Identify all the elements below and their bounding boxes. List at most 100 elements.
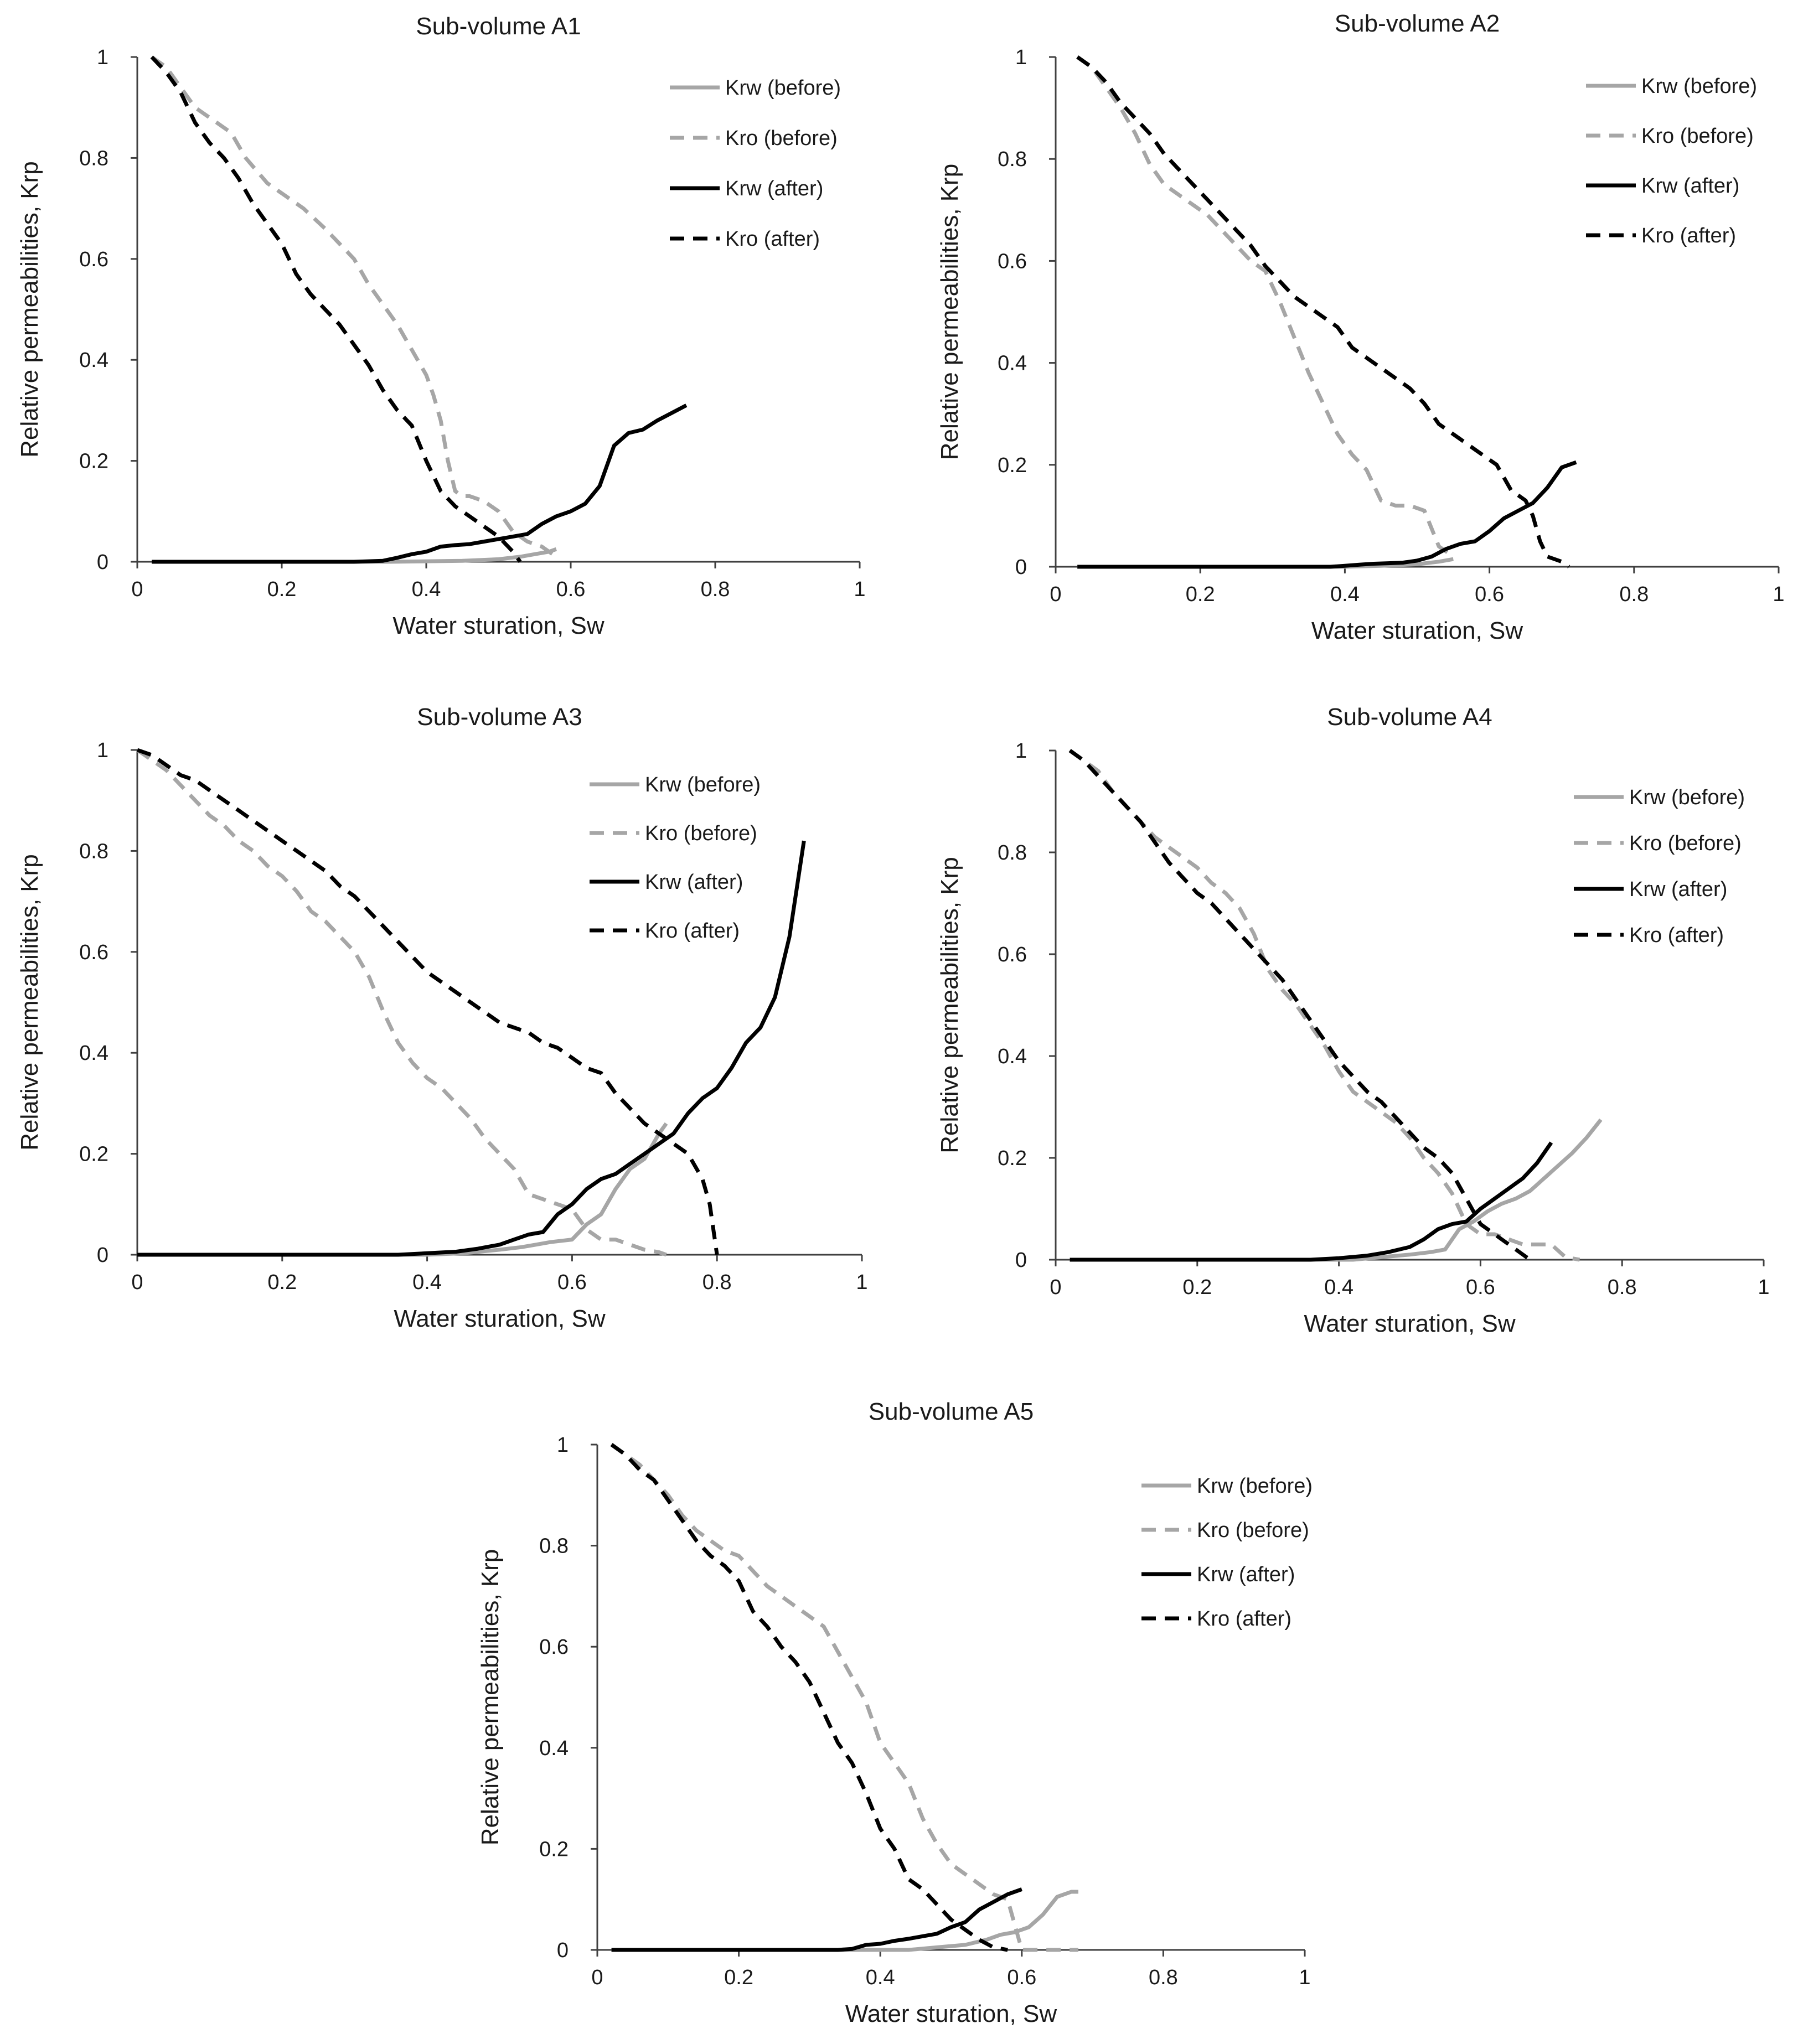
y-tick-label: 0.2	[998, 454, 1027, 477]
chart-title: Sub-volume A2	[1335, 10, 1500, 37]
x-tick-label: 0.8	[1608, 1276, 1637, 1299]
x-tick-label: 0.2	[1182, 1276, 1212, 1299]
x-tick-label: 0.8	[702, 1271, 732, 1294]
x-tick-label: 1	[1299, 1966, 1310, 1989]
x-tick-label: 0.4	[1324, 1276, 1353, 1299]
series-line-krw-after	[1077, 460, 1577, 569]
y-tick-label: 0.8	[79, 840, 109, 863]
y-tick-label: 0.4	[79, 1042, 109, 1065]
x-tick-label: 0.2	[724, 1966, 753, 1989]
chart-title: Sub-volume A1	[416, 13, 581, 40]
y-axis-label: Relative permeabilities, Krp	[16, 854, 43, 1151]
y-tick-label: 1	[97, 739, 109, 762]
x-tick-label: 0.2	[267, 578, 297, 601]
y-tick-label: 0	[1015, 1249, 1027, 1272]
y-tick-label: 0	[1015, 556, 1027, 579]
y-tick-label: 0.8	[998, 148, 1027, 171]
series-line-krw-after	[152, 403, 688, 564]
chart-a1: Sub-volume A1 0 0.2 0.4 0.6 0.8 1 0 0.2 0.4 0.6 0.8…	[16, 13, 866, 639]
y-tick-label: 0.6	[79, 941, 109, 964]
y-tick-label: 0	[557, 1939, 569, 1962]
x-tick-label: 0.8	[1619, 583, 1649, 606]
y-tick-label: 0.2	[79, 1143, 109, 1166]
y-tick-label: 0.2	[79, 450, 109, 473]
x-tick-label: 0	[131, 1271, 143, 1294]
x-tick-label: 0.2	[1186, 583, 1215, 606]
legend-label: Krw (after)	[1629, 878, 1727, 901]
legend-label: Kro (after)	[725, 227, 820, 251]
series-line-kro-after	[136, 748, 719, 1255]
series-line-kro-before	[1076, 55, 1455, 558]
y-tick-label: 0.2	[539, 1838, 569, 1861]
x-tick-label: 0	[131, 578, 143, 601]
legend-label: Kro (before)	[725, 127, 838, 150]
series-line-kro-before	[1068, 749, 1580, 1262]
series-line-krw-after	[1070, 1141, 1553, 1262]
legend-label: Kro (after)	[1197, 1607, 1291, 1631]
series-line-kro-before	[151, 55, 557, 558]
chart-a2: Sub-volume A2 0 0.2 0.4 0.6 0.8 1 0 0.2 0.4 0.6 0.8…	[936, 10, 1785, 644]
y-tick-label: 0.6	[539, 1636, 569, 1659]
legend-label: Krw (after)	[645, 871, 743, 894]
x-tick-label: 0.8	[1149, 1966, 1178, 1989]
x-axis-label: Water sturation, Sw	[1311, 617, 1523, 644]
series-line-kro-after	[1076, 55, 1570, 568]
y-tick-label: 0.4	[539, 1737, 569, 1760]
y-axis-label: Relative permeabilities, Krp	[477, 1549, 504, 1846]
y-tick-label: 0.4	[79, 349, 109, 372]
legend-label: Kro (after)	[1629, 924, 1724, 947]
legend-label: Krw (before)	[1629, 786, 1745, 809]
x-axis-label: Water sturation, Sw	[1304, 1310, 1515, 1337]
y-tick-label: 1	[1015, 46, 1027, 69]
y-tick-label: 0.8	[79, 147, 109, 170]
legend-label: Kro (before)	[1197, 1519, 1309, 1542]
legend-label: Krw (before)	[725, 76, 841, 100]
y-tick-label: 1	[557, 1434, 569, 1457]
x-tick-label: 1	[854, 578, 865, 601]
x-tick-label: 0.4	[1330, 583, 1360, 606]
y-tick-label: 0	[97, 1244, 109, 1267]
x-tick-label: 0.6	[557, 1271, 587, 1294]
x-tick-label: 0.6	[1475, 583, 1504, 606]
series-line-kro-after	[150, 55, 522, 563]
y-tick-label: 0.4	[998, 352, 1027, 375]
y-tick-label: 0.2	[998, 1147, 1027, 1170]
x-tick-label: 1	[856, 1271, 867, 1294]
x-tick-label: 0.4	[412, 1271, 442, 1294]
series-line-kro-after	[1068, 749, 1531, 1261]
x-tick-label: 1	[1758, 1276, 1769, 1299]
chart-title: Sub-volume A3	[417, 703, 582, 731]
series-line-kro-after	[610, 1443, 1008, 1952]
legend-label: Krw (before)	[1197, 1474, 1313, 1498]
legend-label: Kro (after)	[645, 919, 740, 943]
x-tick-label: 0.6	[1466, 1276, 1495, 1299]
legend-label: Krw (after)	[1197, 1563, 1295, 1586]
legend-label: Kro (before)	[645, 822, 757, 845]
chart-a5: Sub-volume A5 0 0.2 0.4 0.6 0.8 1 0 0.2 0.4 0.6 0.8…	[477, 1398, 1313, 2027]
legend-label: Krw (after)	[725, 177, 823, 200]
x-tick-label: 0.6	[1007, 1966, 1036, 1989]
x-tick-label: 0.2	[267, 1271, 297, 1294]
x-axis-label: Water sturation, Sw	[394, 1305, 605, 1332]
x-tick-label: 1	[1773, 583, 1784, 606]
y-tick-label: 0.8	[998, 841, 1027, 865]
x-tick-label: 0	[1050, 583, 1061, 606]
legend-label: Krw (before)	[645, 773, 761, 796]
x-axis-label: Water sturation, Sw	[845, 2000, 1057, 2027]
legend-label: Kro (before)	[1629, 832, 1742, 855]
x-tick-label: 0.6	[556, 578, 586, 601]
series-line-krw-before	[611, 1890, 1078, 1952]
x-tick-label: 0.4	[866, 1966, 895, 1989]
y-tick-label: 1	[1015, 739, 1027, 763]
series-line-kro-before	[610, 1443, 1078, 1952]
legend-label: Kro (after)	[1641, 224, 1736, 247]
y-tick-label: 0.6	[998, 250, 1027, 273]
legend-label: Krw (after)	[1641, 174, 1739, 198]
y-tick-label: 1	[97, 46, 109, 69]
y-tick-label: 0.6	[79, 248, 109, 271]
chart-title: Sub-volume A4	[1327, 703, 1492, 731]
y-tick-label: 0	[97, 551, 109, 574]
x-tick-label: 0	[591, 1966, 603, 1989]
series-line-kro-before	[136, 748, 667, 1257]
